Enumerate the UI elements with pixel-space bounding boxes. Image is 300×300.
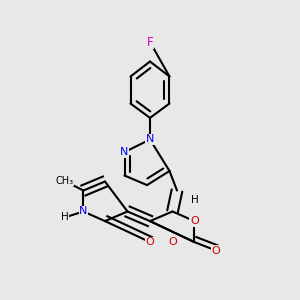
Text: H: H	[190, 195, 198, 205]
Text: N: N	[146, 134, 154, 145]
Text: N: N	[79, 206, 88, 217]
Text: O: O	[146, 237, 154, 247]
Text: O: O	[168, 237, 177, 247]
Text: F: F	[147, 35, 153, 49]
Text: N: N	[120, 147, 129, 157]
Text: O: O	[190, 216, 199, 226]
Text: H: H	[61, 212, 68, 223]
Text: O: O	[212, 245, 220, 256]
Text: CH₃: CH₃	[56, 176, 74, 186]
